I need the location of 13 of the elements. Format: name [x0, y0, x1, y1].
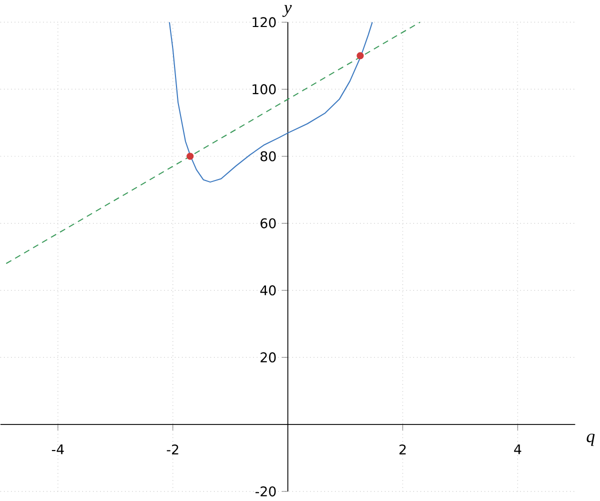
y-tick-label: -20: [255, 486, 276, 496]
y-tick-label: 40: [260, 285, 276, 296]
y-axis-title: y: [282, 4, 292, 17]
y-tick-label: 60: [260, 218, 276, 228]
y-tick-label: 20: [260, 352, 276, 362]
x-tick-label: -4: [52, 444, 64, 454]
x-axis-title: q: [586, 434, 595, 446]
y-tick-label: 120: [252, 16, 276, 28]
x-tick-label: 2: [399, 444, 406, 454]
x-tick-label: 4: [514, 444, 522, 454]
y-tick-label: 80: [260, 151, 276, 162]
x-tick-label: -2: [166, 444, 178, 454]
y-tick-label: 100: [252, 84, 276, 94]
